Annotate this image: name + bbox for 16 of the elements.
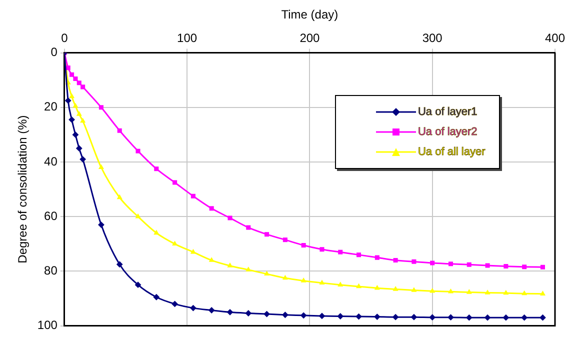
- x-tick-label: 400: [544, 30, 566, 45]
- y-tick-label: 100: [37, 318, 58, 332]
- x-tick-label: 100: [177, 30, 198, 45]
- x-axis-title: Time (day): [281, 8, 338, 22]
- y-tick-label: 80: [44, 264, 58, 278]
- y-tick-label: 60: [44, 208, 58, 223]
- legend-label: Ua of all layer: [418, 146, 486, 158]
- y-axis-title: Degree of consolidation (%): [16, 115, 30, 264]
- x-tick-label: 300: [422, 30, 443, 45]
- y-tick-label: 0: [50, 45, 58, 60]
- y-tick-label: 40: [44, 154, 58, 168]
- x-tick-label: 200: [300, 30, 320, 45]
- y-tick-label: 20: [44, 100, 58, 114]
- legend-label: Ua of layer2: [418, 126, 478, 138]
- legend-label: Ua of layer1: [418, 106, 478, 118]
- x-tick-label: 0: [61, 30, 68, 45]
